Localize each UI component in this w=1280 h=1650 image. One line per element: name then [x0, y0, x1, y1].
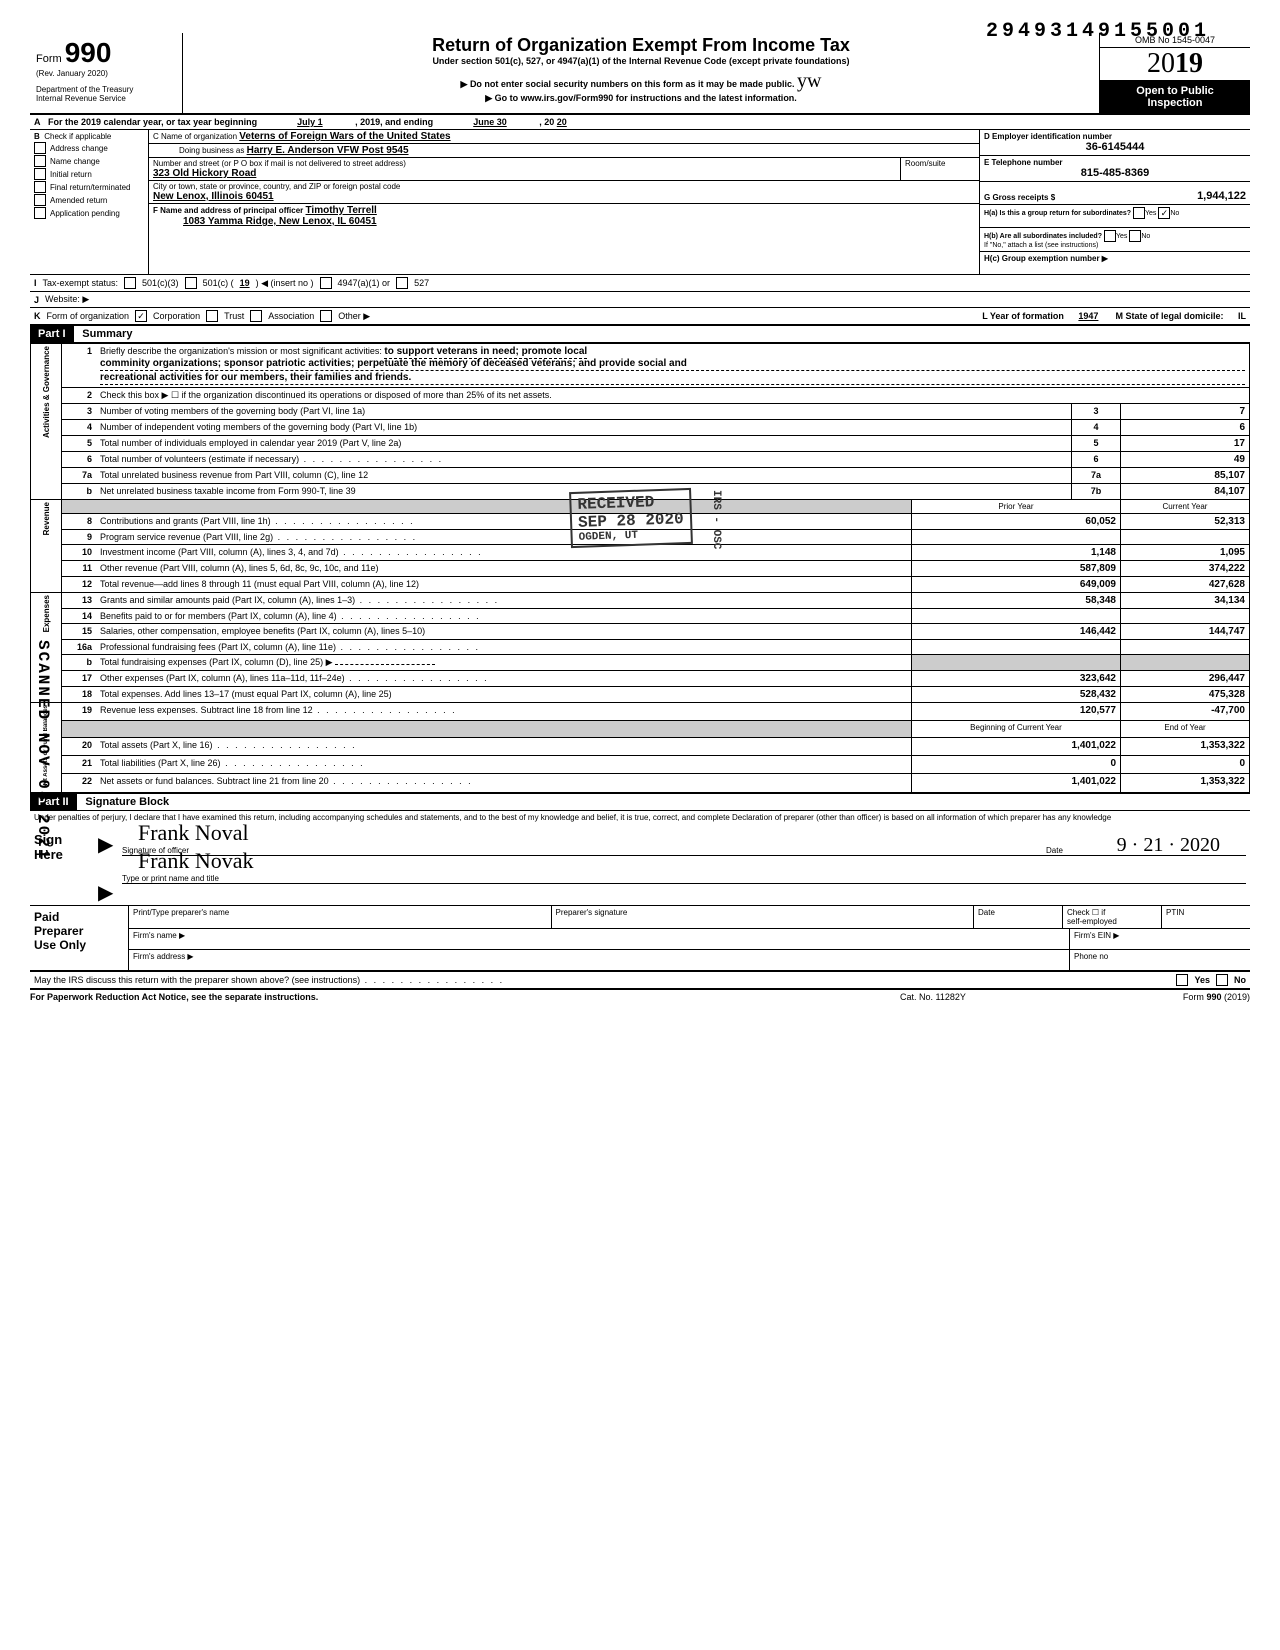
paid-preparer-label: PaidPreparerUse Only — [30, 906, 128, 970]
side-label-expenses: Expenses — [42, 595, 51, 632]
col-b-checkboxes: B Check if applicable Address change Nam… — [30, 130, 149, 274]
officer-name: Timothy Terrell — [306, 205, 377, 216]
line-15-current: 144,747 — [1121, 624, 1250, 640]
line-5-value: 17 — [1121, 436, 1250, 452]
checkbox-app-pending[interactable] — [34, 207, 46, 219]
checkbox-address-change[interactable] — [34, 142, 46, 154]
dba-name: Harry E. Anderson VFW Post 9545 — [247, 145, 409, 156]
checkbox-501c[interactable] — [185, 277, 197, 289]
gross-receipts: 1,944,122 — [1055, 190, 1246, 202]
line-7b-value: 84,107 — [1121, 484, 1250, 500]
side-label-governance: Activities & Governance — [42, 346, 51, 438]
irs-discuss-row: May the IRS discuss this return with the… — [30, 972, 1250, 990]
checkbox-501c3[interactable] — [124, 277, 136, 289]
checkbox-corporation[interactable]: ✓ — [135, 310, 147, 322]
line-10-current: 1,095 — [1121, 545, 1250, 561]
line-12-current: 427,628 — [1121, 577, 1250, 593]
form-revision: (Rev. January 2020) — [36, 69, 176, 78]
officer-address: 1083 Yamma Ridge, New Lenox, IL 60451 — [153, 216, 377, 227]
part-1-header: Part I Summary — [30, 325, 1250, 343]
street-address: 323 Old Hickory Road — [153, 168, 256, 179]
checkbox-trust[interactable] — [206, 310, 218, 322]
checkbox-ha-yes[interactable] — [1133, 207, 1145, 219]
mission-line-2: comminity organizations; sponsor patriot… — [100, 357, 1245, 371]
line-10-prior: 1,148 — [911, 545, 1120, 561]
line-18-current: 475,328 — [1121, 687, 1250, 703]
line-17-prior: 323,642 — [911, 671, 1120, 687]
row-i-tax-status: I Tax-exempt status: 501(c)(3) 501(c) (1… — [30, 275, 1250, 292]
org-name: Veterns of Foreign Wars of the United St… — [239, 131, 450, 142]
line-21-prior: 0 — [911, 755, 1120, 773]
form-header: Form 990 (Rev. January 2020) Department … — [30, 33, 1250, 115]
checkbox-ha-no[interactable]: ✓ — [1158, 207, 1170, 219]
row-k-form-org: KForm of organization ✓Corporation Trust… — [30, 308, 1250, 325]
checkbox-association[interactable] — [250, 310, 262, 322]
line-3-value: 7 — [1121, 404, 1250, 420]
line-19-current: -47,700 — [1121, 703, 1250, 721]
line-6-value: 49 — [1121, 452, 1250, 468]
paid-preparer-block: PaidPreparerUse Only Print/Type preparer… — [30, 906, 1250, 972]
form-subtitle: Under section 501(c), 527, or 4947(a)(1)… — [189, 56, 1093, 66]
line-18-prior: 528,432 — [911, 687, 1120, 703]
side-label-revenue: Revenue — [42, 502, 51, 535]
initials-handwriting: yw — [797, 70, 821, 92]
officer-printed-name: Frank Novak — [138, 848, 253, 874]
line-20-current: 1,353,322 — [1121, 737, 1250, 755]
checkbox-amended[interactable] — [34, 194, 46, 206]
header-block: B Check if applicable Address change Nam… — [30, 130, 1250, 275]
checkbox-4947[interactable] — [320, 277, 332, 289]
sign-here-block: SignHere ▶▶ Frank Noval Signature of off… — [30, 824, 1250, 906]
ein: 36-6145444 — [984, 141, 1246, 153]
form-number: Form 990 — [36, 37, 176, 69]
omb-number: OMB No 1545-0047 — [1100, 33, 1250, 48]
instructions-link: ▶ Go to www.irs.gov/Form990 for instruct… — [189, 93, 1093, 104]
checkbox-hb-yes[interactable] — [1104, 230, 1116, 242]
ssn-warning: ▶ Do not enter social security numbers o… — [189, 70, 1093, 93]
line-7a-value: 85,107 — [1121, 468, 1250, 484]
line-13-current: 34,134 — [1121, 593, 1250, 609]
checkbox-527[interactable] — [396, 277, 408, 289]
line-11-current: 374,222 — [1121, 561, 1250, 577]
line-11-prior: 587,809 — [911, 561, 1120, 577]
line-22-prior: 1,401,022 — [911, 774, 1120, 792]
tax-year: 2019 — [1100, 48, 1250, 81]
page-footer: For Paperwork Reduction Act Notice, see … — [30, 990, 1250, 1002]
checkbox-discuss-yes[interactable] — [1176, 974, 1188, 986]
checkbox-other[interactable] — [320, 310, 332, 322]
checkbox-name-change[interactable] — [34, 155, 46, 167]
line-21-current: 0 — [1121, 755, 1250, 773]
officer-signature: Frank Noval — [138, 820, 249, 846]
signature-date: 9 · 21 · 2020 — [1117, 834, 1220, 857]
mission-line-3: recreational activities for our members,… — [100, 371, 1245, 385]
checkbox-hb-no[interactable] — [1129, 230, 1141, 242]
line-12-prior: 649,009 — [911, 577, 1120, 593]
line-13-prior: 58,348 — [911, 593, 1120, 609]
form-dept: Department of the TreasuryInternal Reven… — [36, 86, 176, 104]
line-19-prior: 120,577 — [911, 703, 1120, 721]
part-2-header: Part II Signature Block — [30, 793, 1250, 811]
line-4-value: 6 — [1121, 420, 1250, 436]
checkbox-final-return[interactable] — [34, 181, 46, 193]
line-22-current: 1,353,322 — [1121, 774, 1250, 792]
row-j-website: JWebsite: ▶ — [30, 292, 1250, 308]
row-a-tax-year: A For the 2019 calendar year, or tax yea… — [30, 115, 1250, 130]
checkbox-discuss-no[interactable] — [1216, 974, 1228, 986]
inspection-label: Open to PublicInspection — [1100, 81, 1250, 113]
line-8-prior: 60,052 — [911, 514, 1120, 530]
phone-number: 815-485-8369 — [984, 167, 1246, 179]
summary-table: Activities & Governance 1 Briefly descri… — [30, 343, 1250, 793]
form-title: Return of Organization Exempt From Incom… — [189, 35, 1093, 56]
line-15-prior: 146,442 — [911, 624, 1120, 640]
line-8-current: 52,313 — [1121, 514, 1250, 530]
mission-line-1: to support veterans in need; promote loc… — [384, 345, 587, 359]
line-17-current: 296,447 — [1121, 671, 1250, 687]
side-label-net-assets: Net Assets or Fund Balances — [43, 705, 49, 788]
checkbox-initial-return[interactable] — [34, 168, 46, 180]
city-state-zip: New Lenox, Illinois 60451 — [153, 191, 274, 202]
line-20-prior: 1,401,022 — [911, 737, 1120, 755]
